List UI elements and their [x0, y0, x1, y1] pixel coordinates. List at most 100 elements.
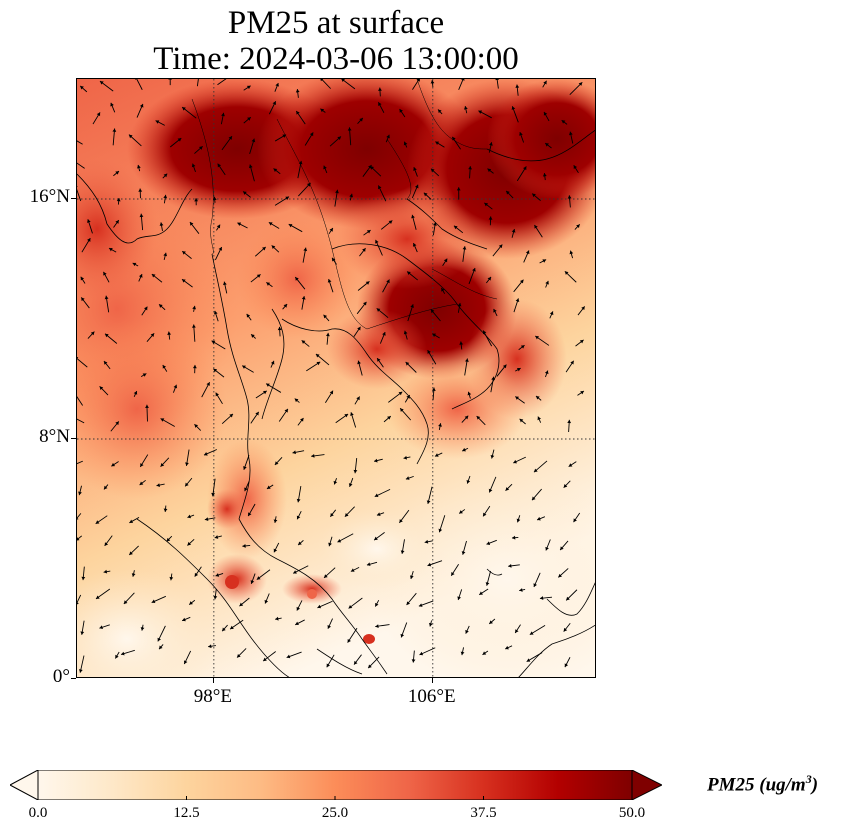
wind-arrow: [139, 479, 146, 486]
wind-arrow: [104, 535, 113, 547]
wind-arrow: [573, 512, 581, 523]
wind-arrow: [519, 418, 526, 425]
wind-arrow: [435, 141, 445, 148]
wind-arrow: [188, 599, 196, 605]
wind-arrow: [327, 618, 333, 629]
map-subtitle-time: Time: 2024-03-06 13:00:00: [153, 41, 519, 77]
wind-arrow: [184, 477, 193, 487]
colorbar: [10, 770, 662, 800]
wind-arrow: [423, 192, 432, 200]
wind-arrow: [379, 331, 386, 344]
wind-arrow: [380, 220, 393, 230]
wind-arrow: [482, 505, 491, 517]
wind-arrow: [196, 79, 199, 87]
wind-arrow: [298, 182, 311, 197]
wind-arrow: [273, 168, 281, 175]
wind-arrow: [325, 332, 330, 345]
wind-arrow: [270, 360, 275, 368]
wind-arrow: [341, 79, 356, 90]
wind-arrow: [487, 168, 494, 174]
colorbar-tick-label: 37.5: [470, 805, 497, 821]
wind-arrow: [462, 246, 467, 262]
wind-arrow: [254, 246, 267, 257]
wind-arrow: [104, 333, 118, 344]
wind-arrow: [237, 222, 248, 229]
wind-arrow: [440, 287, 446, 294]
wind-arrow: [432, 333, 440, 339]
wind-arrow: [516, 515, 521, 523]
wind-arrow: [427, 349, 437, 365]
wind-arrow: [357, 117, 364, 124]
wind-arrow: [181, 278, 193, 288]
wind-arrow: [78, 655, 85, 673]
wind-arrow: [458, 509, 466, 514]
wind-arrow: [515, 396, 525, 404]
wind-arrow: [539, 259, 547, 264]
wind-arrow: [87, 331, 95, 339]
wind-arrow: [334, 189, 339, 207]
wind-arrow: [543, 111, 550, 122]
wind-arrow: [187, 538, 195, 546]
colorbar-extend-max: [631, 770, 662, 800]
wind-arrow: [328, 227, 334, 235]
wind-arrow: [243, 455, 250, 470]
wind-arrow: [536, 516, 546, 521]
wind-arrow: [323, 314, 330, 322]
wind-arrow: [157, 625, 166, 642]
wind-arrow: [262, 651, 276, 662]
wind-arrow: [169, 573, 174, 581]
wind-arrow: [488, 216, 493, 226]
wind-arrow: [141, 306, 148, 316]
wind-arrow: [459, 341, 464, 350]
wind-arrow: [216, 224, 221, 231]
wind-arrow: [375, 239, 383, 256]
wind-arrow: [212, 196, 217, 203]
wind-arrow: [564, 657, 571, 668]
wind-arrow: [201, 381, 211, 398]
wind-arrow: [328, 536, 333, 547]
wind-arrow: [327, 278, 334, 293]
wind-arrow: [383, 415, 392, 423]
wind-arrow: [213, 310, 219, 322]
wind-arrow: [140, 624, 145, 631]
wind-arrow: [302, 247, 308, 263]
wind-arrow: [163, 505, 168, 512]
wind-arrow: [208, 644, 216, 649]
wind-arrow: [155, 120, 165, 126]
map-title: PM25 at surface: [227, 5, 445, 41]
wind-arrow: [81, 237, 91, 253]
wind-arrow: [77, 396, 84, 406]
wind-arrow: [516, 166, 527, 182]
coastlines: [77, 129, 595, 677]
lat-tick-label: 16°N: [29, 186, 70, 207]
wind-arrow: [108, 247, 117, 253]
wind-arrow: [271, 245, 280, 253]
wind-arrow: [191, 324, 196, 342]
wind-arrow: [145, 404, 149, 422]
wind-arrow: [434, 452, 443, 457]
map-panel: [76, 78, 596, 678]
wind-arrow: [323, 165, 328, 174]
wind-arrow: [463, 105, 468, 114]
wind-arrow: [462, 447, 469, 452]
wind-arrow: [430, 80, 435, 88]
wind-arrow: [114, 651, 120, 659]
map-gridlines: [77, 79, 595, 677]
wind-arrow: [427, 560, 443, 567]
wind-arrow: [426, 486, 433, 505]
wind-arrow: [515, 84, 520, 96]
wind-arrow: [373, 458, 383, 463]
wind-arrow: [559, 540, 569, 551]
wind-arrow: [243, 85, 251, 91]
wind-arrow: [242, 191, 251, 198]
wind-arrow: [542, 173, 547, 181]
wind-arrow: [359, 247, 366, 257]
wind-arrow: [158, 644, 164, 650]
wind-arrow: [185, 449, 190, 466]
wind-arrow: [403, 141, 408, 148]
wind-arrow: [221, 624, 228, 632]
wind-arrow: [488, 476, 497, 493]
wind-arrow: [163, 194, 168, 204]
wind-arrow: [348, 597, 363, 609]
wind-arrow: [405, 475, 414, 480]
